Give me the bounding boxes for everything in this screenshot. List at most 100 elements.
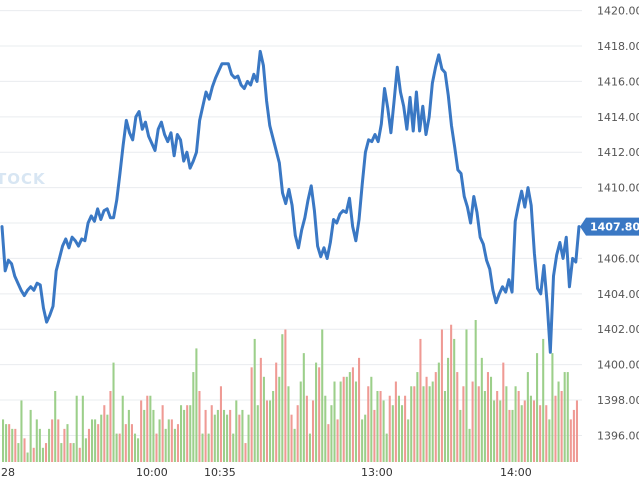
volume-bar [523,400,526,462]
volume-bar [287,386,290,462]
volume-bar [345,376,348,462]
volume-bar [176,424,180,462]
volume-bar [281,334,284,462]
volume-bar [201,433,204,462]
volume-bar [259,357,262,462]
volume-bar [244,443,247,462]
volume-bar [557,381,560,462]
volume-bar [465,329,468,462]
volume-bar [269,400,272,462]
volume-bar [560,391,563,462]
volume-bar [100,414,103,462]
volume-bar [330,405,333,462]
volume-bar [2,419,5,462]
watermark: TOCK [0,170,46,188]
volume-bar [241,409,244,462]
volume-bar [413,386,416,462]
volume-bar [109,391,112,462]
x-tick-label: 13:00 [361,466,393,479]
volume-bar [397,395,400,462]
volume-bar [63,428,66,462]
volume-bar [376,391,379,462]
volume-bar [315,362,318,462]
volume-bar [195,348,198,462]
volume-bar [20,400,23,462]
volume-bar [103,405,106,462]
x-tick-label: 28 [1,466,15,479]
volume-bar [493,400,496,462]
volume-bar [250,367,253,462]
x-tick-label: 10:00 [136,466,168,479]
volume-bar [358,357,361,462]
volume-bar [443,391,447,462]
volume-bar [158,419,161,462]
volume-bar [284,329,287,462]
volume-bar [496,391,499,462]
volume-bar [275,362,278,462]
volume-bar [265,400,269,462]
volume-bar [520,405,523,462]
volume-bar [382,400,385,462]
volume-bar [149,395,152,462]
volume-bar [351,367,354,462]
volume-bar [400,405,404,462]
volume-bar [72,443,75,462]
volume-bar [566,372,569,462]
volume-bar [539,405,542,462]
price-line [0,49,581,354]
volume-bar [551,353,554,462]
volume-bar [333,381,336,462]
volume-bar [183,409,186,462]
volume-bar [84,438,87,462]
volume-bar [453,338,456,462]
volume-bar [536,353,539,462]
volume-bar [112,362,115,462]
volume-bar [324,395,327,462]
volume-bar [471,381,474,462]
volume-bar [290,414,293,462]
volume-bar [391,405,394,462]
volume-bar [14,428,17,462]
volume-bar [91,419,94,462]
volume-bar [210,405,213,462]
volume-bar [26,452,29,462]
volume-bar [146,395,149,462]
volume-bar [480,357,483,462]
volume-bar [437,362,440,462]
volume-bar [48,428,51,462]
y-tick-label: 1420.00 [597,5,639,18]
volume-bar [468,428,471,462]
volume-bar [66,424,69,462]
y-tick-label: 1412.00 [597,146,639,159]
volume-bar [118,433,121,462]
volume-bar [232,433,235,462]
volume-bar [272,391,275,462]
volume-bar [81,395,84,462]
volume-bar [44,443,48,462]
x-tick-label: 14:00 [500,466,532,479]
volume-bar [575,400,578,462]
volume-bar [342,376,345,462]
x-tick-label: 10:35 [204,466,236,479]
volume-bar [299,381,302,462]
volume-bar [404,395,407,462]
volume-bar [440,329,443,462]
volume-bar [422,386,425,462]
y-tick-label: 1404.00 [597,288,639,301]
volume-bar [222,409,226,462]
volume-bar [394,381,397,462]
volume-bar [229,409,232,462]
volume-bar [407,419,410,462]
volume-bar [69,443,72,462]
x-axis: 28 10:00 10:35 13:00 14:00 [1,466,532,479]
volume-bar [526,372,529,462]
volume-bar [41,447,44,462]
y-tick-label: 1414.00 [597,111,639,124]
volume-bar [186,405,189,462]
volume-bar [133,433,137,462]
volume-bar [238,414,241,462]
volume-bar [124,424,127,462]
volume-bar [529,395,532,462]
y-tick-label: 1416.00 [597,75,639,88]
